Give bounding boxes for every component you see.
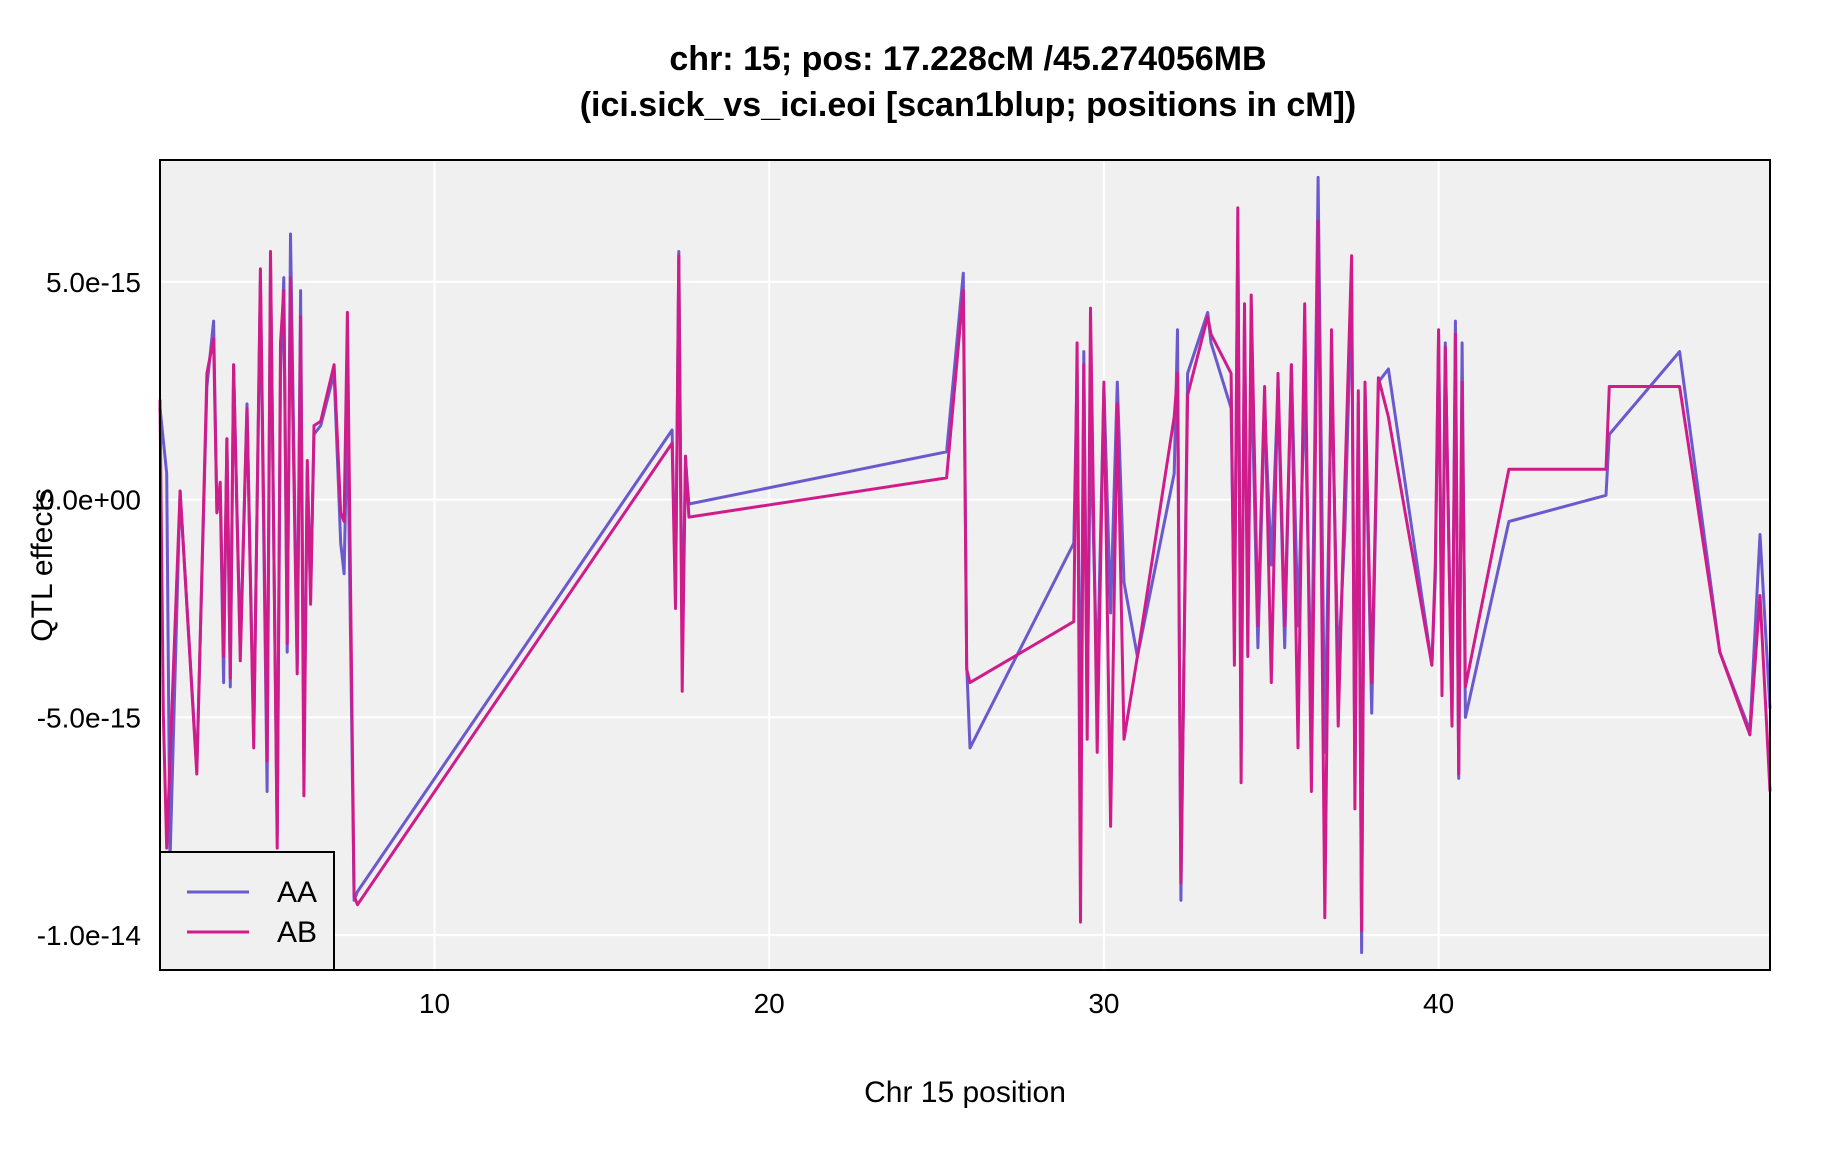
x-tick-label: 10 [419,988,450,1019]
x-axis-label: Chr 15 position [864,1076,1066,1109]
legend: AA AB [159,851,335,971]
x-tick-label: 40 [1423,988,1454,1019]
plot-frame [159,159,1771,971]
legend-box [159,851,335,971]
y-tick-label: -5.0e-15 [37,702,141,733]
x-tick-label: 20 [754,988,785,1019]
series-line-ab [158,206,1772,933]
y-axis-ticks: 5.0e-15 0.0e+00 -5.0e-15 -1.0e-14 [37,267,141,951]
y-tick-label: 0.0e+00 [39,485,141,516]
chart-subtitle: (ici.sick_vs_ici.eoi [scan1blup; positio… [580,86,1357,124]
series-lines [158,175,1772,955]
y-tick-label: 5.0e-15 [46,267,141,298]
y-tick-label: -1.0e-14 [37,920,141,951]
x-tick-label: 30 [1088,988,1119,1019]
chart-title: chr: 15; pos: 17.228cM /45.274056MB [669,40,1266,78]
x-axis-ticks: 10 20 30 40 [419,988,1454,1019]
legend-label-ab: AB [277,916,317,949]
y-axis-label: QTL effects [26,488,59,641]
legend-label-aa: AA [277,876,317,909]
